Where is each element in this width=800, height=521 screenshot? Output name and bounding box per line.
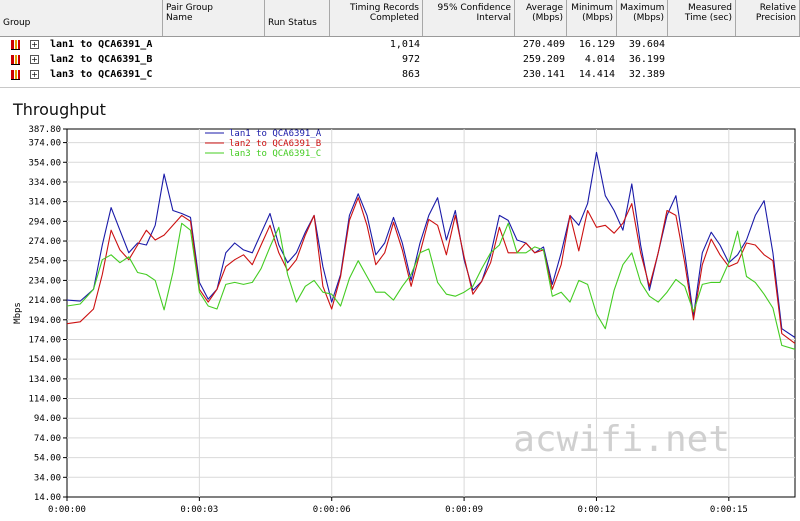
column-header-text: Measured	[688, 3, 732, 13]
cell-minimum: 4.014	[584, 54, 615, 65]
column-header-text: Timing Records	[349, 3, 419, 13]
column-header-text: (Mbps)	[633, 13, 664, 23]
column-header-text: Name	[166, 13, 193, 23]
column-header-timing[interactable]: Timing Records Completed	[330, 0, 423, 36]
column-header-text: Precision	[755, 13, 796, 23]
column-header-run[interactable]: Run Status	[265, 0, 330, 36]
column-header-text: Interval	[476, 13, 511, 23]
expand-icon[interactable]: +	[30, 70, 39, 79]
cell-minimum: 16.129	[578, 39, 615, 50]
column-header-pair[interactable]: Pair Group Name	[163, 0, 265, 36]
cell-records: 1,014	[389, 39, 420, 50]
column-header-text: 95% Confidence	[437, 3, 511, 13]
column-header-avg[interactable]: Average (Mbps)	[515, 0, 567, 36]
column-header-conf[interactable]: 95% Confidence Interval	[423, 0, 515, 36]
cell-records: 972	[401, 54, 420, 65]
column-header-text: Minimum	[571, 3, 613, 13]
column-header-text: Relative	[759, 3, 796, 13]
cell-name: lan2 to QCA6391_B	[50, 54, 153, 65]
table-row[interactable]: + lan1 to QCA6391_A 1,014 270.409 16.129 39.6…	[0, 37, 800, 52]
column-header-group[interactable]: Group	[0, 0, 163, 36]
column-header-meas[interactable]: Measured Time (sec)	[668, 0, 736, 36]
cell-name: lan3 to QCA6391_C	[50, 69, 153, 80]
chart-title: Throughput	[13, 100, 106, 119]
column-header-text: Completed	[369, 13, 419, 23]
cell-name: lan1 to QCA6391_A	[50, 39, 153, 50]
throughput-chart-panel	[0, 90, 800, 521]
expand-icon[interactable]: +	[30, 55, 39, 64]
cell-average: 230.141	[522, 69, 565, 80]
cell-maximum: 39.604	[628, 39, 665, 50]
column-header-min[interactable]: Minimum (Mbps)	[567, 0, 617, 36]
cell-maximum: 32.389	[628, 69, 665, 80]
column-header-text: Average	[526, 3, 563, 13]
table-header: Group Pair Group Name Run Status Timing Reco…	[0, 0, 800, 37]
column-header-rel[interactable]: Relative Precision	[736, 0, 800, 36]
results-table: Group Pair Group Name Run Status Timing Reco…	[0, 0, 800, 88]
table-row[interactable]: + lan2 to QCA6391_B 972 259.209 4.014 36.199	[0, 52, 800, 67]
bar-chart-icon	[11, 55, 20, 65]
column-header-text: Time (sec)	[684, 13, 732, 23]
cell-average: 259.209	[522, 54, 565, 65]
cell-minimum: 14.414	[578, 69, 615, 80]
column-header-text: Pair Group	[166, 3, 213, 13]
cell-average: 270.409	[522, 39, 565, 50]
table-row[interactable]: + lan3 to QCA6391_C 863 230.141 14.414 32.389	[0, 67, 800, 82]
column-header-text: Group	[3, 18, 31, 28]
column-header-max[interactable]: Maximum (Mbps)	[617, 0, 668, 36]
column-header-text: (Mbps)	[532, 13, 563, 23]
cell-records: 863	[401, 69, 420, 80]
column-header-text: Run Status	[268, 18, 317, 28]
column-header-text: (Mbps)	[582, 13, 613, 23]
cell-maximum: 36.199	[628, 54, 665, 65]
column-header-text: Maximum	[620, 3, 665, 13]
bar-chart-icon	[11, 70, 20, 80]
bar-chart-icon	[11, 40, 20, 50]
expand-icon[interactable]: +	[30, 40, 39, 49]
